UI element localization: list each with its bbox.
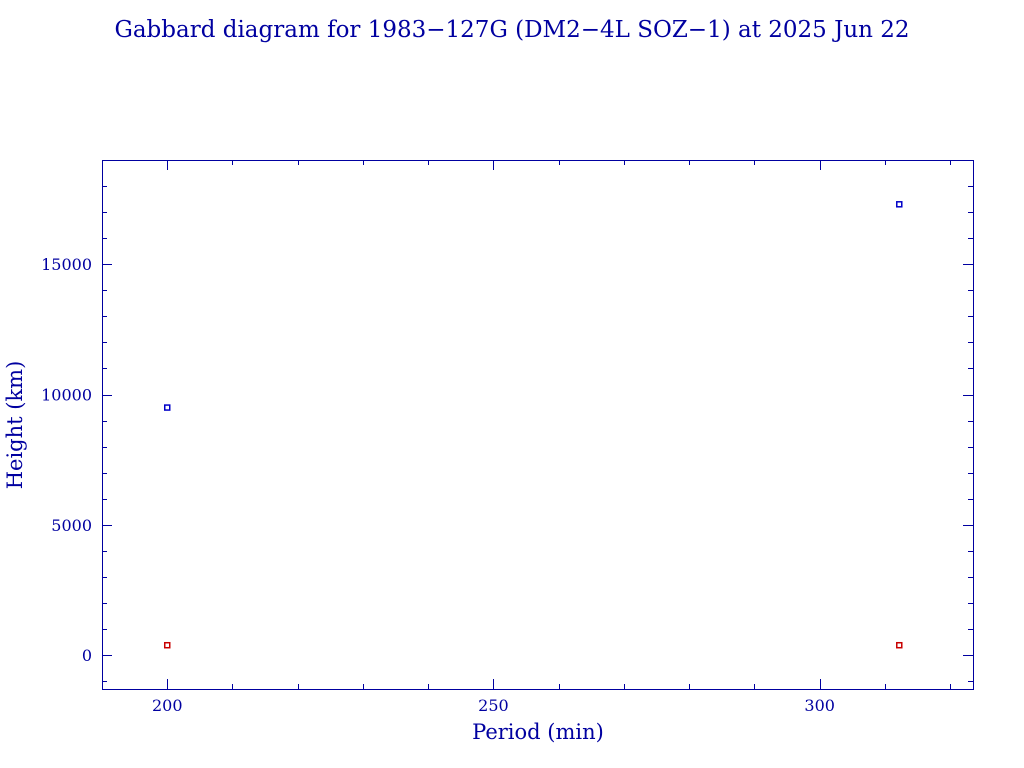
plot-frame bbox=[102, 160, 974, 690]
axis-tick-labels: 200 250 300 0 5000 10000 15000 bbox=[41, 255, 835, 715]
y-tick-label: 5000 bbox=[51, 516, 92, 535]
chart-title: Gabbard diagram for 1983−127G (DM2−4L SO… bbox=[114, 17, 909, 43]
x-tick-label: 200 bbox=[152, 696, 183, 715]
y-tick-label: 10000 bbox=[41, 386, 92, 405]
x-tick-label: 300 bbox=[804, 696, 835, 715]
apogee-point bbox=[896, 201, 903, 208]
y-tick-label: 0 bbox=[82, 646, 92, 665]
axis-ticks bbox=[102, 160, 973, 689]
data-points bbox=[163, 201, 903, 649]
y-axis-label: Height (km) bbox=[3, 361, 27, 490]
y-tick-label: 15000 bbox=[41, 255, 92, 274]
apogee-point bbox=[163, 404, 171, 411]
perigee-point bbox=[896, 641, 903, 649]
x-tick-label: 250 bbox=[478, 696, 509, 715]
perigee-point bbox=[163, 641, 171, 649]
x-axis-label: Period (min) bbox=[472, 720, 604, 744]
